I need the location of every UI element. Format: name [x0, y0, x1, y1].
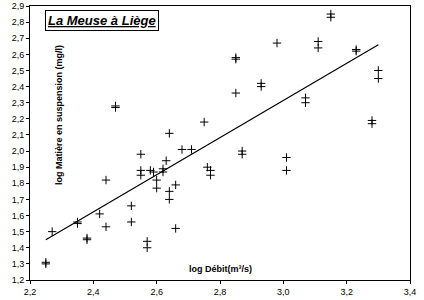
- svg-text:1,6: 1,6: [12, 211, 25, 221]
- svg-text:2,6: 2,6: [12, 50, 25, 60]
- svg-text:3,2: 3,2: [340, 287, 353, 297]
- svg-text:2,8: 2,8: [214, 287, 227, 297]
- svg-text:1,8: 1,8: [12, 178, 25, 188]
- svg-text:2,5: 2,5: [12, 66, 25, 76]
- svg-text:log Débit(m³/s): log Débit(m³/s): [189, 264, 252, 274]
- svg-text:2,2: 2,2: [24, 287, 37, 297]
- svg-text:1,2: 1,2: [12, 275, 25, 285]
- svg-text:2,4: 2,4: [12, 82, 25, 92]
- svg-text:2,7: 2,7: [12, 33, 25, 43]
- svg-text:2,9: 2,9: [12, 1, 25, 11]
- svg-text:log Matière en suspension (mg/: log Matière en suspension (mg/l): [54, 45, 64, 185]
- svg-text:1,3: 1,3: [12, 259, 25, 269]
- svg-text:2,0: 2,0: [12, 146, 25, 156]
- svg-text:1,5: 1,5: [12, 227, 25, 237]
- svg-text:3,0: 3,0: [277, 287, 290, 297]
- svg-text:2,3: 2,3: [12, 98, 25, 108]
- svg-text:2,6: 2,6: [150, 287, 163, 297]
- svg-text:3,4: 3,4: [404, 287, 417, 297]
- svg-text:2,4: 2,4: [87, 287, 100, 297]
- svg-text:La Meuse à Liège: La Meuse à Liège: [48, 13, 156, 28]
- svg-text:2,2: 2,2: [12, 114, 25, 124]
- svg-text:2,8: 2,8: [12, 17, 25, 27]
- svg-text:1,4: 1,4: [12, 243, 25, 253]
- svg-text:1,9: 1,9: [12, 162, 25, 172]
- svg-text:1,7: 1,7: [12, 195, 25, 205]
- svg-text:2,1: 2,1: [12, 130, 25, 140]
